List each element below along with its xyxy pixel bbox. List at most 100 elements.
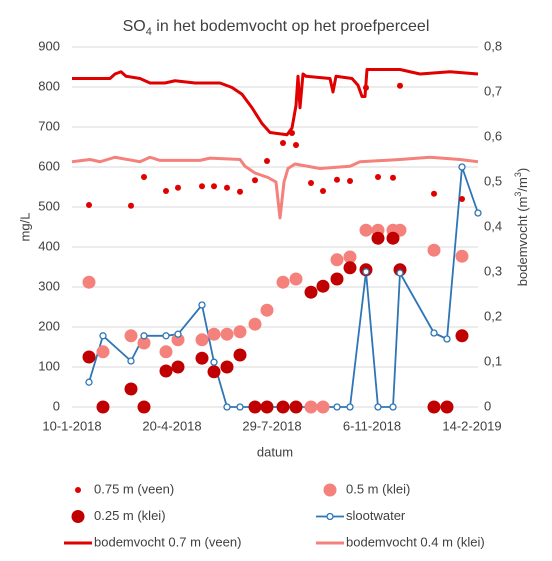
- y-tick-label: 400: [38, 238, 60, 253]
- data-point: [371, 231, 385, 245]
- data-point: [220, 360, 234, 374]
- legend-marker: [75, 487, 81, 493]
- y2-tick-label: 0,5: [484, 173, 502, 188]
- data-point: [362, 268, 370, 276]
- data-point: [316, 400, 330, 414]
- legend-item: bodemvocht 0.4 m (klei): [316, 534, 485, 549]
- data-point: [141, 174, 147, 180]
- data-point: [386, 231, 400, 245]
- data-point: [127, 357, 135, 365]
- data-point: [128, 202, 134, 209]
- data-point: [171, 360, 185, 374]
- data-point: [82, 275, 96, 289]
- series-line: [72, 68, 479, 137]
- data-point: [308, 180, 314, 186]
- data-point: [207, 327, 221, 341]
- data-point: [171, 333, 185, 347]
- y-tick-label: 900: [38, 38, 60, 53]
- title-rest: in het bodemvocht op het proefperceel: [152, 18, 430, 35]
- data-point: [236, 403, 244, 411]
- data-point: [343, 261, 357, 275]
- y2-tick-label: 0,7: [484, 83, 502, 98]
- data-point: [96, 345, 110, 359]
- y-tick-label: 300: [38, 278, 60, 293]
- x-tick-label: 6-11-2018: [343, 418, 401, 433]
- x-tick-label: 29-7-2018: [242, 418, 301, 433]
- legend-marker: [326, 512, 334, 521]
- legend-label: bodemvocht 0.4 m (klei): [346, 534, 485, 549]
- data-point: [474, 209, 482, 217]
- legend-item: 0.75 m (veen): [75, 481, 174, 496]
- data-point: [260, 303, 274, 317]
- data-point: [280, 140, 286, 146]
- y2-tick-label: 0,1: [484, 353, 502, 368]
- data-point: [276, 400, 290, 414]
- data-point: [374, 403, 382, 411]
- data-point: [363, 84, 369, 91]
- y-tick-label: 600: [38, 158, 60, 173]
- x-axis-title: datum: [257, 444, 293, 459]
- y2-tick-label: 0,8: [484, 38, 502, 53]
- data-point: [389, 403, 397, 411]
- y-tick-label: 500: [38, 198, 60, 213]
- data-point: [289, 130, 295, 136]
- data-point: [458, 163, 466, 171]
- data-point: [248, 400, 262, 414]
- data-point: [330, 253, 344, 267]
- data-point: [207, 365, 221, 379]
- data-point: [210, 358, 218, 366]
- legend-label: 0.5 m (klei): [346, 481, 410, 496]
- legend-marker: [71, 510, 85, 523]
- y2-title-sup: 3: [513, 192, 523, 197]
- legend-label: bodemvocht 0.7 m (veen): [94, 534, 241, 549]
- legend-item: bodemvocht 0.7 m (veen): [64, 534, 241, 549]
- data-point: [343, 250, 357, 264]
- y2-title-part: bodemvocht (m: [515, 197, 530, 287]
- data-point: [359, 223, 373, 237]
- data-point: [455, 249, 469, 263]
- data-point: [224, 184, 230, 191]
- y2-tick-label: 0,2: [484, 308, 502, 323]
- data-point: [427, 400, 441, 414]
- data-point: [333, 403, 341, 411]
- data-point: [220, 327, 234, 341]
- x-tick-label: 10-1-2018: [42, 418, 101, 433]
- data-point: [137, 336, 151, 350]
- data-point: [198, 301, 206, 309]
- data-point: [430, 329, 438, 337]
- data-point: [159, 364, 173, 378]
- data-point: [459, 196, 465, 202]
- y2-title-part: ): [515, 168, 530, 172]
- data-point: [82, 350, 96, 364]
- data-point: [85, 378, 93, 386]
- data-point: [304, 285, 318, 299]
- data-point: [233, 348, 247, 362]
- y2-tick-label: 0,6: [484, 128, 502, 143]
- y-tick-label: 700: [38, 118, 60, 133]
- y2-title-part: /m: [515, 177, 530, 191]
- data-point: [140, 332, 148, 340]
- data-point: [289, 400, 303, 414]
- legend-item: 0.5 m (klei): [323, 481, 410, 497]
- data-point: [431, 190, 437, 197]
- data-point: [375, 174, 381, 180]
- legend-item: 0.25 m (klei): [71, 508, 166, 523]
- data-point: [211, 183, 217, 190]
- data-point: [237, 188, 243, 195]
- y-axis-title: mg/L: [17, 213, 32, 242]
- title-main: SO: [123, 18, 146, 35]
- data-point: [330, 272, 344, 286]
- data-point: [223, 403, 231, 411]
- x-tick-label: 14-2-2019: [442, 418, 501, 433]
- data-point: [260, 400, 274, 414]
- data-point: [174, 330, 182, 338]
- legend-label: 0.75 m (veen): [94, 481, 174, 496]
- data-point: [163, 188, 169, 194]
- data-point: [289, 272, 303, 286]
- data-point: [159, 345, 173, 359]
- data-point: [233, 325, 247, 339]
- data-point: [137, 400, 151, 414]
- title-sub: 4: [146, 26, 152, 38]
- data-point: [293, 142, 299, 148]
